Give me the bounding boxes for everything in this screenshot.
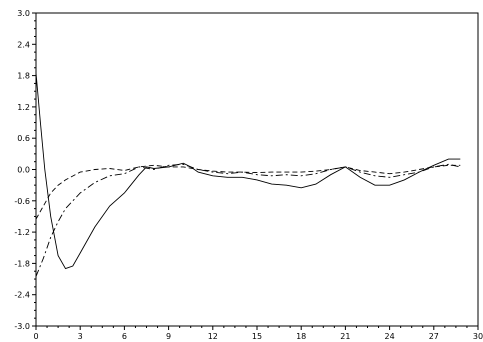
x-tick-label: 9 xyxy=(166,332,171,341)
axes-layer: 0 3 6 9 12 15 18 21 24 27 30 3.0 2.4 1.8 1.2 0.6 0.0 -0.6… xyxy=(14,9,483,341)
x-tick-label: 15 xyxy=(252,332,262,341)
y-tick-label: 2.4 xyxy=(17,40,30,49)
y-tick-label: -2.4 xyxy=(14,291,30,300)
y-tick-label: -0.6 xyxy=(14,197,30,206)
series-layer xyxy=(35,72,461,277)
x-tick-label: 12 xyxy=(208,332,218,341)
y-tick-label: 0.6 xyxy=(17,134,30,143)
x-tick-label: 27 xyxy=(429,332,439,341)
y-tick-label: 0.0 xyxy=(17,166,30,175)
y-tick-label: -3.0 xyxy=(14,322,30,331)
series-line-1-solid xyxy=(35,72,461,270)
y-tick-label: 1.2 xyxy=(17,103,30,112)
y-tick-label: 1.8 xyxy=(17,72,30,81)
x-tick-label: 21 xyxy=(340,332,350,341)
y-tick-label: 3.0 xyxy=(17,9,30,18)
y-tick-label: -1.2 xyxy=(14,228,30,237)
plot-frame xyxy=(35,12,479,327)
series-line-2-dash-dot xyxy=(35,163,461,277)
x-tick-label: 30 xyxy=(473,332,483,341)
x-tick-label: 6 xyxy=(122,332,127,341)
series-line-3-dashed xyxy=(35,164,461,220)
x-tick-label: 24 xyxy=(385,332,395,341)
y-tick-label: -1.8 xyxy=(14,259,30,268)
x-tick-label: 3 xyxy=(78,332,83,341)
x-tick-label: 18 xyxy=(296,332,306,341)
x-tick-label: 0 xyxy=(33,332,38,341)
